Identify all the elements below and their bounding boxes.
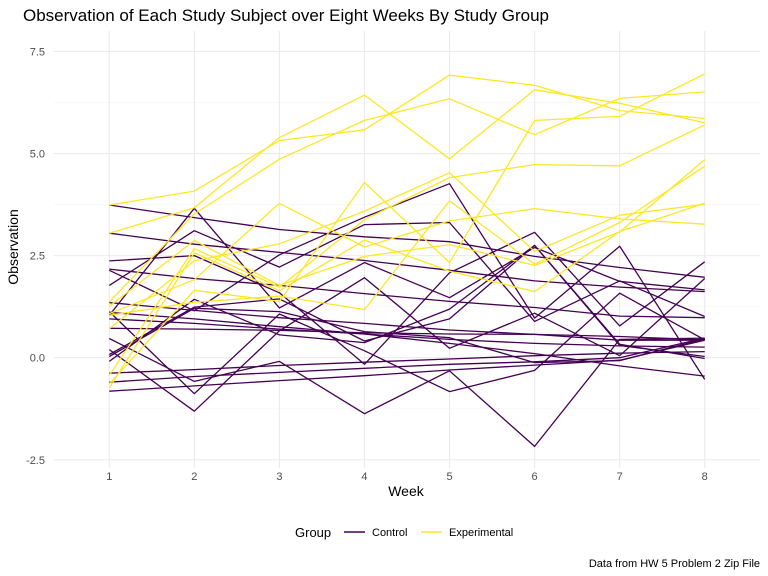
x-tick-label: 5 [446,471,452,483]
y-tick-labels: -2.5 0.0 2.5 5.0 7.5 [26,46,45,466]
x-tick-label: 4 [361,471,367,483]
legend-title: Group [295,525,331,540]
series-line-control [109,318,705,348]
series-line-control [109,311,705,377]
legend-label-control: Control [372,527,407,539]
series-line-control [109,204,705,278]
series-line-control [109,337,705,448]
series-line-control [109,268,705,319]
series-line-control [109,232,705,293]
chart-title: Observation of Each Study Subject over E… [23,6,549,25]
series-line-experimental [108,172,705,330]
series-line-control [108,307,705,364]
series-line-control [108,207,705,316]
series-line-experimental [108,124,705,376]
chart-caption: Data from HW 5 Problem 2 Zip File [589,558,760,570]
x-tick-label: 8 [702,471,708,483]
y-axis-title: Observation [5,209,21,284]
series-line-experimental [109,202,705,315]
x-tick-label: 7 [617,471,623,483]
x-tick-labels: 1 2 3 4 5 6 7 8 [106,471,708,483]
y-tick-label: 7.5 [30,46,45,58]
series-line-control [108,244,705,358]
y-tick-label: -2.5 [26,455,45,467]
series-lines [108,73,706,448]
series-line-experimental [109,165,706,316]
series-line-experimental [108,91,705,303]
x-tick-label: 3 [276,471,282,483]
series-line-control [108,221,705,323]
series-line-experimental [108,73,705,385]
legend-label-experimental: Experimental [449,527,513,539]
x-tick-label: 1 [106,471,112,483]
y-tick-label: 0.0 [30,353,45,365]
grid [54,31,760,468]
series-line-control [108,292,706,395]
series-line-control [109,337,705,383]
series-line-control [109,339,705,392]
series-line-experimental [108,159,706,307]
series-line-control [109,301,705,341]
y-tick-label: 5.0 [30,149,45,161]
series-line-control [108,277,706,412]
legend: Group Control Experimental [295,525,513,540]
x-tick-label: 6 [532,471,538,483]
y-tick-label: 2.5 [30,251,45,263]
series-line-experimental [109,74,705,206]
series-line-control [109,327,705,341]
series-line-experimental [109,89,705,234]
x-tick-label: 2 [191,471,197,483]
x-axis-title: Week [388,483,425,499]
series-line-control [109,231,706,365]
series-line-control [109,350,705,374]
